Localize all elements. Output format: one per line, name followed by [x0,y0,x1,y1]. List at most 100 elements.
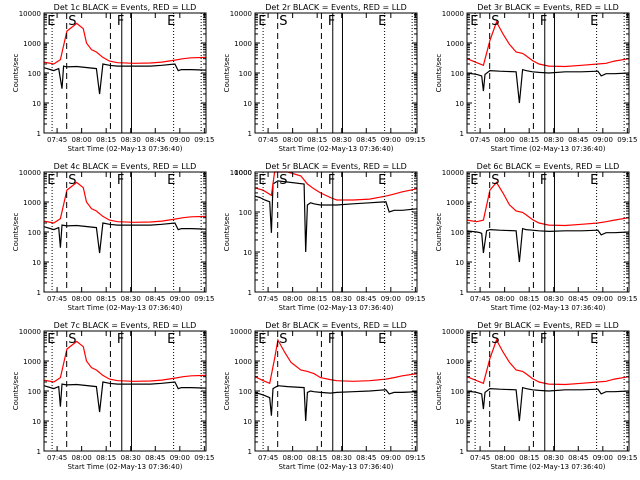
x-tick-label: 09:15 [194,295,214,303]
y-tick-label: 100 [239,70,252,78]
y-tick-label: 1000 [446,358,464,366]
phase-marker-e: E [378,14,386,29]
x-tick-label: 08:15 [307,454,327,462]
phase-marker-e: E [258,14,266,29]
series-black-line [254,180,418,253]
x-tick-label: 08:00 [72,295,92,303]
phase-marker-f: F [328,173,335,188]
y-tick-label: 10000 [442,169,464,177]
y-tick-label: 100 [239,209,252,217]
x-tick-label: 08:15 [96,295,116,303]
x-tick-label: 07:45 [258,295,278,303]
series-red-line [43,22,207,65]
phase-marker-s: S [491,332,499,347]
y-tick-label: 100 [239,388,252,396]
x-tick-label: 09:00 [593,454,613,462]
x-axis-label: Start Time (02-May-13 07:36:40) [67,145,182,153]
x-tick-label: 08:00 [283,136,303,144]
y-tick-label: 100 [451,388,464,396]
chart-title: Det 5r BLACK = Events, RED = LLD [265,162,407,171]
chart-title: Det 6c BLACK = Events, RED = LLD [477,162,620,171]
x-tick-label: 08:30 [121,295,141,303]
y-tick-label: 10000 [230,169,252,177]
x-tick-label: 08:30 [544,454,564,462]
phase-marker-e: E [590,14,598,29]
phase-marker-s: S [68,173,76,188]
x-tick-label: 09:15 [405,295,425,303]
phase-marker-e: E [470,14,478,29]
x-axis-label: Start Time (02-May-13 07:36:40) [490,304,605,312]
y-tick-label: 10000 [230,10,252,18]
y-tick-label: 10 [32,100,41,108]
y-tick-label: 100 [28,388,41,396]
phase-marker-e: E [590,173,598,188]
y-tick-label: 10 [32,418,41,426]
phase-marker-s: S [68,332,76,347]
phase-marker-f: F [117,14,124,29]
y-tick-label: 1 [460,130,464,138]
x-tick-label: 08:15 [519,454,539,462]
series-black-line [466,68,630,104]
x-tick-label: 08:45 [145,295,165,303]
x-tick-label: 09:00 [381,136,401,144]
phase-marker-e: E [378,173,386,188]
x-tick-label: 08:30 [332,295,352,303]
y-axis-label: Counts/sec [435,372,443,411]
series-black-line [466,227,630,263]
y-tick-label: 1000 [23,199,41,207]
y-axis-label: Counts/sec [12,372,20,411]
x-tick-label: 07:45 [47,454,67,462]
x-tick-label: 08:45 [145,454,165,462]
phase-marker-e: E [470,173,478,188]
phase-marker-e: E [167,173,175,188]
phase-marker-s: S [491,14,499,29]
series-black-line [466,386,630,422]
series-black-line [43,63,207,95]
phase-marker-f: F [328,332,335,347]
phase-marker-e: E [258,173,266,188]
x-tick-label: 08:45 [356,454,376,462]
y-axis-label: Counts/sec [12,54,20,93]
chart-title: Det 2r BLACK = Events, RED = LLD [265,3,407,12]
x-tick-label: 07:45 [47,136,67,144]
phase-marker-f: F [117,173,124,188]
x-tick-label: 08:30 [332,136,352,144]
y-tick-label: 1 [248,448,252,456]
phase-marker-e: E [258,332,266,347]
x-tick-label: 08:45 [356,295,376,303]
series-red-line [466,338,630,386]
y-tick-label: 1 [460,448,464,456]
x-axis-label: Start Time (02-May-13 07:36:40) [67,304,182,312]
chart-title: Det 8r BLACK = Events, RED = LLD [265,321,407,330]
x-tick-label: 09:15 [194,136,214,144]
plot-frame [466,171,630,293]
series-red-line [43,181,207,224]
y-tick-label: 100 [451,70,464,78]
phase-marker-s: S [279,14,287,29]
y-tick-label: 10000 [442,328,464,336]
series-red-line [466,181,630,227]
y-tick-label: 1000 [23,40,41,48]
x-tick-label: 09:00 [170,136,190,144]
phase-marker-e: E [378,332,386,347]
x-tick-label: 09:00 [170,295,190,303]
series-black-line [43,222,207,254]
x-tick-label: 08:30 [121,454,141,462]
x-tick-label: 08:00 [72,136,92,144]
chart-title: Det 1c BLACK = Events, RED = LLD [54,3,197,12]
x-tick-label: 09:00 [593,295,613,303]
phase-marker-f: F [328,14,335,29]
y-axis-label: Counts/sec [223,372,231,411]
y-tick-label: 1000 [446,40,464,48]
y-tick-label: 1000 [234,358,252,366]
x-tick-label: 09:15 [194,454,214,462]
series-black-line [254,385,418,422]
x-tick-label: 09:15 [405,454,425,462]
y-tick-label: 1 [460,289,464,297]
plot-frame [254,171,418,293]
